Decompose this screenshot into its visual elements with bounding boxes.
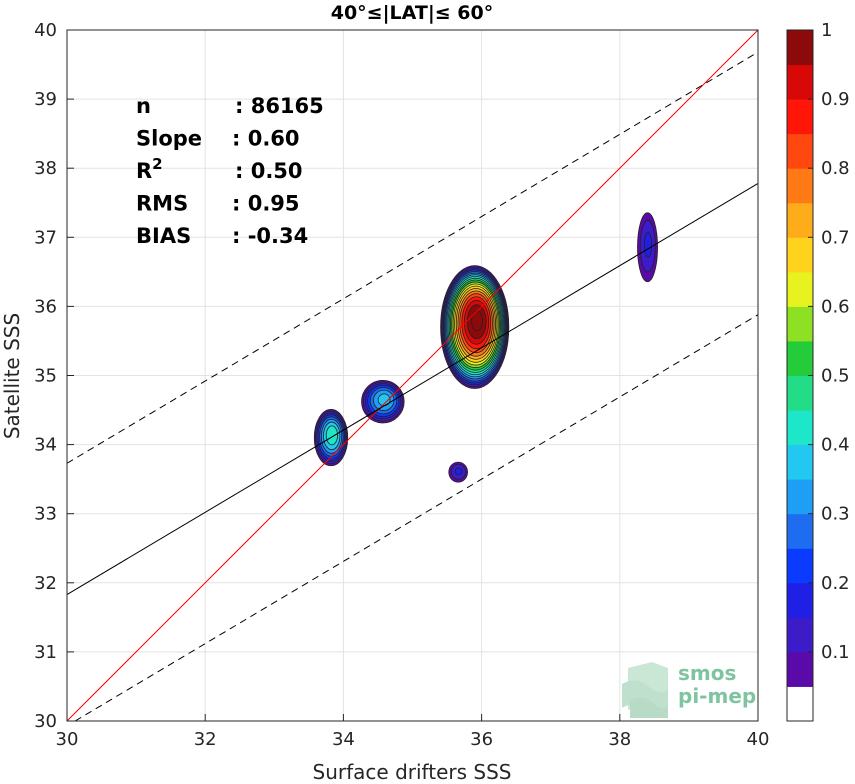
stat-label: n bbox=[136, 94, 151, 118]
colorbar-tick-label: 0.1 bbox=[821, 642, 850, 663]
colorbar-swatch bbox=[787, 99, 813, 135]
colorbar-tick-label: 0.3 bbox=[821, 504, 850, 525]
x-tick-label: 36 bbox=[470, 729, 493, 750]
colorbar-tick-label: 0.2 bbox=[821, 573, 850, 594]
x-tick-label: 34 bbox=[332, 729, 355, 750]
x-tick-label: 38 bbox=[608, 729, 631, 750]
colorbar: 0.1 0.2 0.3 0.4 0.5 0.6 0.7 0.8 0.9 1 bbox=[786, 20, 850, 722]
y-tick-label: 37 bbox=[34, 227, 57, 248]
stats-box: n : 86165 Slope : 0.60 R2 : 0.50 RMS : 0.95 BIAS… bbox=[136, 94, 324, 248]
colorbar-swatch bbox=[787, 168, 813, 204]
logo-line2: pi-mep bbox=[678, 684, 756, 708]
density-contours bbox=[313, 212, 658, 483]
x-tick-label: 32 bbox=[194, 729, 217, 750]
colorbar-swatch bbox=[787, 133, 813, 169]
colorbar-swatch bbox=[787, 340, 813, 376]
x-axis-label: Surface drifters SSS bbox=[313, 760, 512, 784]
stat-value: : 0.60 bbox=[232, 127, 300, 151]
y-tick-label: 35 bbox=[34, 366, 57, 387]
chart-title: 40°≤|LAT|≤ 60° bbox=[331, 2, 494, 24]
y-tick-label: 34 bbox=[34, 435, 57, 456]
colorbar-swatch bbox=[787, 410, 813, 446]
reference-lines bbox=[66, 29, 759, 722]
y-tick-label: 30 bbox=[34, 711, 57, 732]
stat-superscript: 2 bbox=[152, 155, 162, 173]
y-tick-label: 39 bbox=[34, 89, 57, 110]
colorbar-tick-label: 0.6 bbox=[821, 296, 850, 317]
colorbar-swatch bbox=[787, 306, 813, 342]
colorbar-tick-label: 0.5 bbox=[821, 366, 850, 387]
fit-upper-dashed-line bbox=[66, 51, 759, 464]
logo-waves-icon bbox=[622, 662, 668, 718]
y-axis-label: Satellite SSS bbox=[0, 313, 24, 439]
stat-value: : 0.95 bbox=[232, 192, 300, 216]
density-contour bbox=[454, 467, 463, 476]
density-contour bbox=[644, 231, 653, 258]
y-tick-label: 32 bbox=[34, 573, 57, 594]
y-tick-label: 40 bbox=[34, 20, 57, 41]
colorbar-swatch bbox=[787, 548, 813, 584]
colorbar-swatch bbox=[787, 271, 813, 307]
stat-value: : 86165 bbox=[235, 94, 324, 118]
stat-value: : -0.34 bbox=[232, 224, 308, 248]
y-tick-label: 38 bbox=[34, 158, 57, 179]
density-contour bbox=[471, 310, 483, 332]
stat-value: : 0.50 bbox=[235, 159, 303, 183]
stat-label: BIAS bbox=[136, 224, 191, 248]
colorbar-swatch bbox=[787, 202, 813, 238]
stat-label: R2 bbox=[136, 155, 163, 183]
logo-line1: smos bbox=[678, 661, 736, 685]
colorbar-swatch bbox=[787, 617, 813, 653]
smos-pimep-logo: smos pi-mep bbox=[622, 661, 756, 718]
colorbar-swatch bbox=[787, 444, 813, 480]
colorbar-tick-label: 1 bbox=[821, 20, 832, 41]
colorbar-swatch bbox=[787, 582, 813, 618]
axis-ticks: 30 32 34 36 38 40 30 31 32 33 34 35 36 37 38 39 40 bbox=[34, 20, 769, 750]
colorbar-swatch bbox=[787, 479, 813, 515]
stat-label: Slope bbox=[136, 127, 202, 151]
colorbar-swatch bbox=[787, 237, 813, 273]
y-tick-label: 36 bbox=[34, 296, 57, 317]
colorbar-tick-label: 0.7 bbox=[821, 227, 850, 248]
y-tick-label: 31 bbox=[34, 642, 57, 663]
colorbar-tick-label: 0.4 bbox=[821, 435, 850, 456]
fit-line bbox=[66, 182, 759, 595]
colorbar-swatch bbox=[787, 651, 813, 687]
density-contour bbox=[325, 425, 338, 446]
colorbar-swatch bbox=[787, 513, 813, 549]
colorbar-tick-label: 0.9 bbox=[821, 89, 850, 110]
colorbar-swatch bbox=[787, 375, 813, 411]
colorbar-swatch bbox=[787, 686, 813, 722]
fit-lower-dashed-line bbox=[74, 314, 759, 722]
x-tick-label: 30 bbox=[56, 729, 79, 750]
colorbar-swatch bbox=[787, 30, 813, 66]
colorbar-tick-label: 0.8 bbox=[821, 158, 850, 179]
x-tick-label: 40 bbox=[747, 729, 770, 750]
stat-label: RMS bbox=[136, 192, 188, 216]
colorbar-swatch bbox=[787, 64, 813, 100]
identity-line bbox=[66, 29, 759, 722]
y-tick-label: 33 bbox=[34, 504, 57, 525]
